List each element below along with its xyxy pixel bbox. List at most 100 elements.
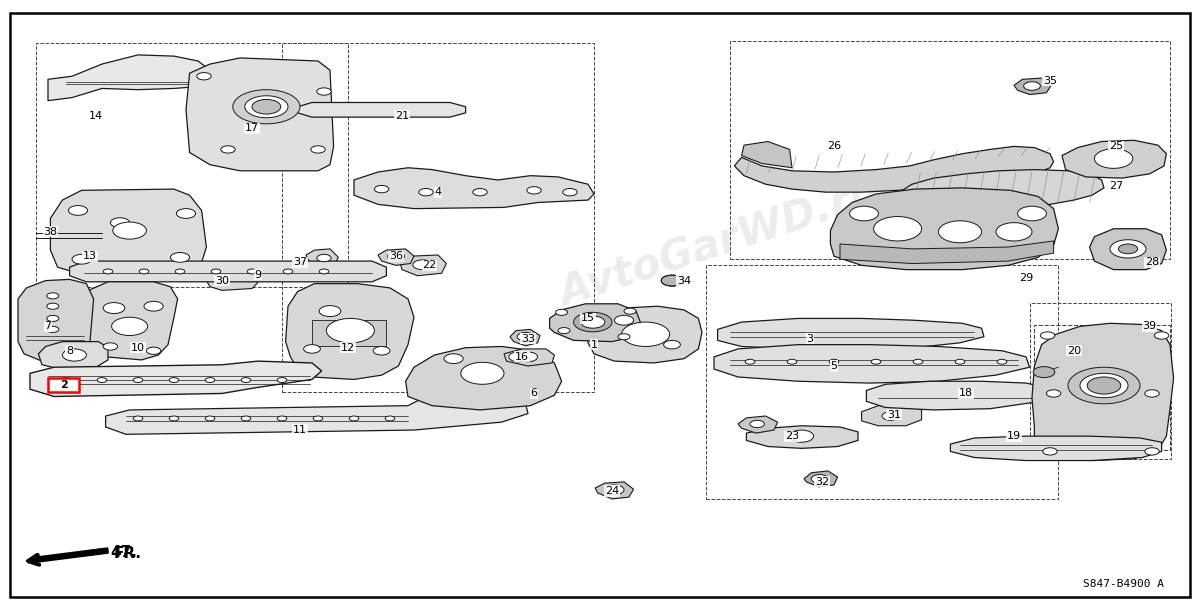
Polygon shape [1014,78,1051,95]
Circle shape [1043,448,1057,455]
Text: 28: 28 [1145,257,1159,267]
Circle shape [319,269,329,274]
Circle shape [473,188,487,196]
Polygon shape [38,342,108,369]
Circle shape [197,73,211,80]
Circle shape [444,354,463,364]
Circle shape [624,308,636,314]
Text: 24: 24 [605,486,619,496]
Polygon shape [1090,229,1166,270]
Circle shape [1068,367,1140,404]
Text: 32: 32 [815,477,829,487]
Circle shape [1046,390,1061,397]
Circle shape [373,346,390,355]
Text: 19: 19 [1007,431,1021,441]
Circle shape [871,359,881,364]
Circle shape [72,254,91,264]
Polygon shape [50,189,206,271]
Circle shape [283,269,293,274]
Circle shape [622,322,670,346]
Polygon shape [10,13,1190,597]
Circle shape [811,475,828,483]
Polygon shape [588,306,702,363]
Circle shape [144,301,163,311]
Text: 30: 30 [215,276,229,285]
Circle shape [1094,149,1133,168]
Circle shape [374,185,389,193]
Circle shape [169,416,179,421]
Text: 3: 3 [806,334,814,343]
Circle shape [664,340,680,349]
Polygon shape [70,261,386,282]
Text: 5: 5 [830,361,838,371]
Text: 14: 14 [89,111,103,121]
Polygon shape [186,58,334,171]
Circle shape [750,420,764,428]
Circle shape [233,90,300,124]
Polygon shape [400,255,446,276]
Polygon shape [206,276,258,290]
Polygon shape [550,304,642,342]
Text: 8: 8 [66,346,73,356]
Polygon shape [866,381,1050,410]
Circle shape [1087,377,1121,394]
Polygon shape [354,168,594,209]
Circle shape [1033,367,1055,378]
Circle shape [241,416,251,421]
Circle shape [211,269,221,274]
Text: 35: 35 [1043,76,1057,85]
Text: S847-B4900 A: S847-B4900 A [1084,579,1164,589]
Circle shape [170,253,190,262]
Circle shape [103,343,118,350]
Polygon shape [48,55,210,101]
Text: 18: 18 [959,389,973,398]
Polygon shape [298,102,466,117]
Polygon shape [718,318,984,349]
Circle shape [913,359,923,364]
Circle shape [205,378,215,382]
Circle shape [882,412,899,420]
Polygon shape [18,279,94,363]
Circle shape [581,316,605,328]
Circle shape [829,359,839,364]
Circle shape [558,328,570,334]
Polygon shape [714,345,1030,383]
Text: 20: 20 [1067,346,1081,356]
Polygon shape [78,282,178,360]
Circle shape [169,378,179,382]
Text: 7: 7 [44,321,52,331]
Text: 1: 1 [590,340,598,350]
Circle shape [1024,82,1040,90]
Text: 12: 12 [341,343,355,353]
Circle shape [313,416,323,421]
Circle shape [133,378,143,382]
Polygon shape [106,393,528,434]
Text: 29: 29 [1019,273,1033,282]
Polygon shape [734,146,1054,192]
Polygon shape [738,416,778,433]
Text: FR.: FR. [114,547,142,561]
Polygon shape [286,284,414,379]
Polygon shape [312,320,386,346]
Circle shape [996,223,1032,241]
Circle shape [146,347,161,354]
Text: 38: 38 [43,227,58,237]
Circle shape [317,88,331,95]
Circle shape [176,209,196,218]
Circle shape [47,315,59,321]
Text: 26: 26 [827,142,841,151]
Circle shape [277,416,287,421]
Circle shape [103,303,125,314]
Circle shape [419,188,433,196]
Polygon shape [595,482,634,499]
Circle shape [787,359,797,364]
Circle shape [413,260,432,270]
Circle shape [1110,240,1146,258]
Circle shape [61,378,71,382]
Circle shape [221,146,235,153]
Bar [48,378,79,392]
Circle shape [113,222,146,239]
Circle shape [326,318,374,343]
Circle shape [1118,244,1138,254]
Circle shape [304,345,320,353]
